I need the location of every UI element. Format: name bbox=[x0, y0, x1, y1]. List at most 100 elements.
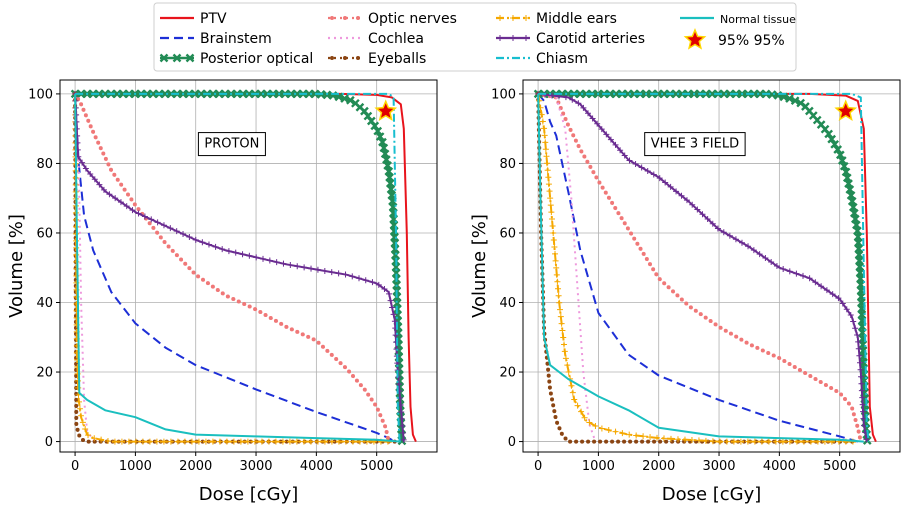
marker-middle-ears bbox=[564, 362, 571, 369]
marker-optic-nerves bbox=[585, 159, 590, 164]
marker-carotid-arteries bbox=[148, 216, 155, 223]
marker-carotid-arteries bbox=[96, 181, 103, 188]
marker-eyeballs bbox=[580, 439, 585, 444]
marker-optic-nerves bbox=[818, 379, 823, 384]
marker-optic-nerves bbox=[295, 329, 300, 334]
marker-carotid-arteries bbox=[335, 270, 342, 277]
marker-optic-nerves bbox=[582, 154, 587, 159]
marker-optic-nerves bbox=[718, 325, 723, 330]
marker-optic-nerves bbox=[220, 291, 225, 296]
marker-optic-nerves bbox=[122, 187, 127, 192]
marker-carotid-arteries bbox=[839, 300, 846, 307]
marker-optic-nerves bbox=[263, 312, 268, 317]
marker-carotid-arteries bbox=[607, 136, 614, 143]
marker-carotid-arteries bbox=[852, 325, 859, 332]
marker-middle-ears bbox=[626, 431, 633, 438]
chart-vhee: 0 1000 2000 3000 4000 5000 0 20 40 60 80 100 Dose [c… bbox=[469, 79, 901, 505]
marker-middle-ears bbox=[551, 243, 558, 250]
x-tick-label: 1000 bbox=[582, 459, 615, 474]
marker-carotid-arteries bbox=[82, 165, 89, 172]
marker-optic-nerves bbox=[606, 195, 611, 200]
marker-carotid-arteries bbox=[756, 251, 763, 258]
marker-optic-nerves bbox=[103, 156, 108, 161]
marker-carotid-arteries bbox=[857, 359, 863, 366]
marker-carotid-arteries bbox=[117, 199, 124, 206]
marker-middle-ears bbox=[541, 132, 548, 139]
marker-middle-ears bbox=[209, 438, 216, 445]
marker-optic-nerves bbox=[354, 378, 359, 383]
marker-optic-nerves bbox=[777, 355, 782, 360]
marker-middle-ears bbox=[569, 389, 576, 396]
marker-carotid-arteries bbox=[186, 233, 193, 240]
marker-middle-ears bbox=[539, 118, 546, 125]
marker-middle-ears bbox=[544, 160, 551, 167]
x-tick-label: 3000 bbox=[239, 459, 272, 474]
marker-middle-ears bbox=[139, 438, 146, 445]
marker-carotid-arteries bbox=[858, 380, 865, 387]
marker-carotid-arteries bbox=[123, 203, 130, 210]
marker-carotid-arteries bbox=[314, 266, 321, 273]
y-tick-label: 60 bbox=[36, 226, 53, 241]
y-axis-label: Volume [%] bbox=[6, 214, 27, 318]
y-tick-label: 40 bbox=[36, 296, 53, 311]
marker-optic-nerves bbox=[236, 299, 241, 304]
marker-optic-nerves bbox=[713, 322, 718, 327]
marker-carotid-arteries bbox=[806, 275, 813, 282]
marker-optic-nerves bbox=[565, 122, 570, 127]
marker-optic-nerves bbox=[125, 192, 130, 197]
marker-middle-ears bbox=[547, 195, 554, 202]
legend-marker bbox=[497, 15, 503, 21]
legend-entry-95-95: 95% 95% bbox=[683, 28, 785, 50]
legend-entry-optic-nerves: Optic nerves bbox=[328, 11, 457, 27]
marker-carotid-arteries bbox=[386, 290, 393, 297]
marker-optic-nerves bbox=[766, 350, 771, 355]
marker-carotid-arteries bbox=[225, 248, 232, 255]
marker-optic-nerves bbox=[136, 207, 141, 212]
marker-carotid-arteries bbox=[392, 332, 399, 339]
marker-middle-ears bbox=[543, 153, 550, 160]
marker-optic-nerves bbox=[129, 197, 134, 202]
marker-carotid-arteries bbox=[773, 263, 780, 269]
marker-optic-nerves bbox=[183, 261, 188, 266]
x-tick-label: 5000 bbox=[360, 459, 393, 474]
marker-optic-nerves bbox=[588, 164, 593, 169]
marker-carotid-arteries bbox=[829, 291, 836, 298]
marker-carotid-arteries bbox=[632, 161, 639, 168]
marker-optic-nerves bbox=[850, 406, 855, 411]
marker-carotid-arteries bbox=[612, 141, 619, 148]
marker-carotid-arteries bbox=[266, 257, 273, 264]
marker-carotid-arteries bbox=[301, 264, 308, 271]
marker-optic-nerves bbox=[300, 332, 305, 337]
marker-optic-nerves bbox=[380, 418, 385, 423]
marker-carotid-arteries bbox=[160, 222, 167, 229]
marker-optic-nerves bbox=[670, 289, 675, 294]
marker-optic-nerves bbox=[279, 321, 284, 326]
marker-eyeballs bbox=[80, 438, 85, 443]
marker-eyeballs bbox=[568, 439, 573, 444]
marker-middle-ears bbox=[544, 167, 551, 174]
marker-middle-ears bbox=[251, 438, 258, 445]
marker-optic-nerves bbox=[842, 397, 847, 402]
marker-optic-nerves bbox=[174, 253, 179, 258]
marker-carotid-arteries bbox=[362, 277, 369, 284]
marker-carotid-arteries bbox=[129, 207, 136, 214]
legend-entry-chiasm: Chiasm bbox=[496, 51, 588, 67]
marker-optic-nerves bbox=[651, 267, 656, 272]
marker-middle-ears bbox=[654, 434, 661, 441]
legend-label: Middle ears bbox=[536, 11, 617, 27]
marker-optic-nerves bbox=[338, 361, 343, 366]
marker-carotid-arteries bbox=[650, 171, 657, 178]
marker-eyeballs bbox=[547, 385, 552, 390]
marker-middle-ears bbox=[555, 292, 562, 299]
annotation-box bbox=[197, 132, 266, 157]
marker-middle-ears bbox=[546, 188, 553, 195]
marker-optic-nerves bbox=[600, 185, 605, 190]
x-tick-label: 3000 bbox=[702, 459, 735, 474]
marker-carotid-arteries bbox=[699, 211, 706, 218]
marker-carotid-arteries bbox=[768, 259, 775, 266]
legend-marker bbox=[343, 56, 347, 60]
marker-carotid-arteries bbox=[678, 192, 685, 199]
series-brainstem bbox=[537, 93, 859, 443]
marker-middle-ears bbox=[765, 438, 772, 445]
marker-middle-ears bbox=[547, 202, 554, 209]
